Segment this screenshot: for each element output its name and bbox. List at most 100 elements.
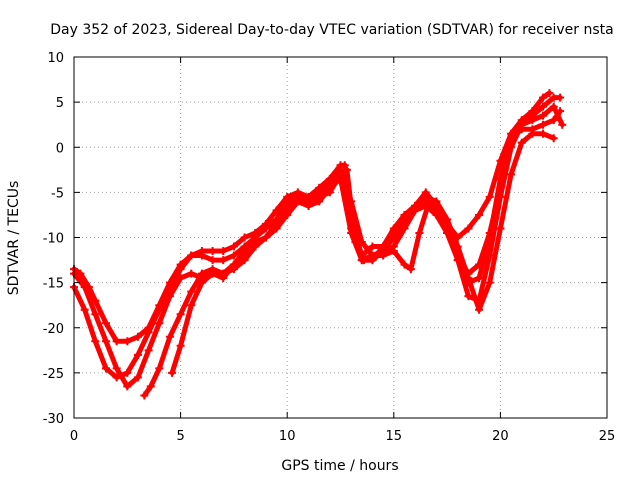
data-point — [549, 134, 558, 143]
data-point — [133, 350, 142, 359]
data-point — [485, 192, 494, 201]
data-point — [528, 125, 537, 134]
data-point — [539, 93, 548, 102]
data-point — [155, 305, 164, 314]
data-point — [342, 165, 351, 174]
series-line — [71, 90, 552, 344]
y-axis-label: SDTVAR / TECUs — [6, 181, 22, 296]
data-point — [197, 278, 206, 287]
data-point — [123, 368, 132, 377]
data-point — [539, 111, 548, 120]
data-point — [219, 274, 228, 283]
data-point — [261, 233, 270, 242]
data-point — [475, 274, 484, 283]
data-point — [517, 138, 526, 147]
data-point — [400, 260, 409, 269]
data-point — [556, 93, 565, 102]
data-point — [155, 319, 164, 328]
data-point — [368, 251, 377, 260]
data-point — [219, 256, 228, 265]
y-tick-label: 0 — [56, 141, 64, 156]
data-point — [347, 228, 356, 237]
data-point — [496, 174, 505, 183]
data-point — [517, 125, 526, 134]
data-point — [272, 224, 281, 233]
data-point — [379, 251, 388, 260]
x-tick-label: 5 — [176, 429, 184, 444]
data-point — [315, 197, 324, 206]
series-track-5 — [168, 107, 565, 377]
x-tick-label: 20 — [492, 429, 509, 444]
data-point — [176, 265, 185, 274]
y-tick-label: -20 — [43, 322, 64, 337]
data-point — [123, 382, 132, 391]
data-point — [208, 256, 217, 265]
data-point — [443, 224, 452, 233]
data-point — [539, 120, 548, 129]
data-point — [251, 242, 260, 251]
data-point — [144, 346, 153, 355]
data-point — [549, 102, 558, 111]
data-point — [325, 183, 334, 192]
y-tick-label: 10 — [47, 51, 64, 66]
data-point — [168, 368, 177, 377]
axis-ticks: 0 5 10 15 20 25 10 5 0 -5 -10 -15 -20 -25 -30 — [43, 51, 616, 444]
data-point — [219, 247, 228, 256]
data-point — [229, 260, 238, 269]
grid — [74, 57, 607, 418]
series-layer — [70, 89, 567, 400]
plot-frame — [73, 56, 608, 419]
series-line — [71, 131, 557, 380]
data-point — [91, 337, 100, 346]
data-point — [507, 134, 516, 143]
data-point — [112, 373, 121, 382]
y-tick-label: -10 — [43, 232, 64, 247]
data-point — [165, 283, 174, 292]
data-point — [165, 332, 174, 341]
data-point — [389, 247, 398, 256]
data-point — [464, 224, 473, 233]
data-point — [140, 391, 149, 400]
data-point — [240, 251, 249, 260]
data-point — [496, 224, 505, 233]
data-point — [293, 197, 302, 206]
data-point — [340, 161, 349, 170]
data-point — [208, 269, 217, 278]
data-point — [123, 337, 132, 346]
data-point — [549, 116, 558, 125]
data-point — [155, 364, 164, 373]
data-point — [545, 89, 554, 98]
data-point — [432, 201, 441, 210]
data-point — [400, 224, 409, 233]
y-tick-label: 5 — [56, 96, 64, 111]
data-point — [485, 233, 494, 242]
data-point — [507, 170, 516, 179]
data-point — [539, 102, 548, 111]
x-tick-label: 15 — [386, 429, 403, 444]
data-point — [229, 251, 238, 260]
data-point — [176, 341, 185, 350]
data-point — [187, 251, 196, 260]
data-point — [112, 364, 121, 373]
y-tick-label: -15 — [43, 277, 64, 292]
data-point — [423, 201, 432, 210]
data-point — [475, 305, 484, 314]
data-point — [464, 278, 473, 287]
data-point — [146, 382, 155, 391]
data-point — [261, 224, 270, 233]
data-point — [112, 337, 121, 346]
data-point — [453, 256, 462, 265]
data-point — [101, 337, 110, 346]
data-point — [475, 210, 484, 219]
data-point — [357, 256, 366, 265]
data-point — [406, 265, 415, 274]
data-point — [144, 328, 153, 337]
data-point — [304, 201, 313, 210]
data-point — [464, 292, 473, 301]
data-point — [421, 192, 430, 201]
data-point — [80, 283, 89, 292]
data-point — [197, 269, 206, 278]
data-point — [283, 206, 292, 215]
data-point — [556, 107, 565, 116]
data-point — [187, 269, 196, 278]
